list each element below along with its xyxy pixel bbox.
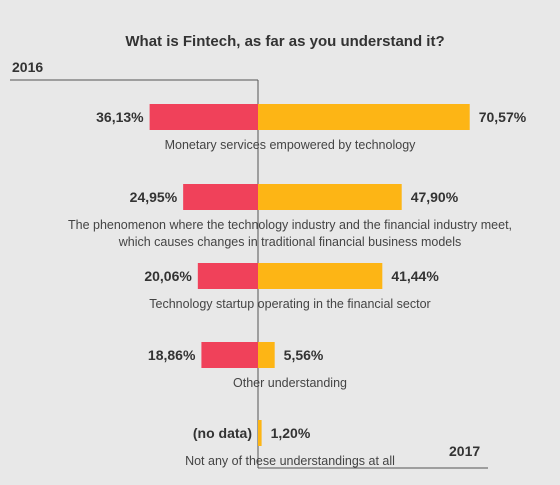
data-label-2016: 20,06% (144, 268, 192, 284)
bar-2016 (201, 342, 258, 368)
bar-2016 (197, 263, 258, 289)
data-label-2016: 36,13% (96, 109, 144, 125)
data-label-2017: 70,57% (479, 109, 527, 125)
data-label-2016: 24,95% (130, 189, 178, 205)
legend-2016: 2016 (12, 59, 43, 75)
legend-2017: 2017 (449, 443, 480, 459)
bar-2016 (183, 184, 258, 210)
bar-2017 (258, 104, 470, 130)
data-label-2017: 1,20% (271, 425, 311, 441)
data-label-2017: 47,90% (411, 189, 459, 205)
data-label-2016: (no data) (193, 425, 252, 441)
category-label: Technology startup operating in the fina… (149, 297, 430, 311)
bar-2017 (258, 184, 402, 210)
bar-2016 (149, 104, 258, 130)
bar-2017 (258, 263, 383, 289)
bar-2017 (258, 342, 275, 368)
category-label: Not any of these understandings at all (185, 454, 395, 468)
category-label: Monetary services empowered by technolog… (165, 138, 417, 152)
category-label: Other understanding (233, 376, 347, 390)
data-label-2017: 5,56% (284, 347, 324, 363)
data-label-2016: 18,86% (148, 347, 196, 363)
category-label: The phenomenon where the technology indu… (68, 218, 512, 232)
category-label: which causes changes in traditional fina… (118, 235, 462, 249)
chart-title: What is Fintech, as far as you understan… (125, 33, 444, 50)
data-label-2017: 41,44% (391, 268, 439, 284)
bar-2017 (258, 420, 262, 446)
